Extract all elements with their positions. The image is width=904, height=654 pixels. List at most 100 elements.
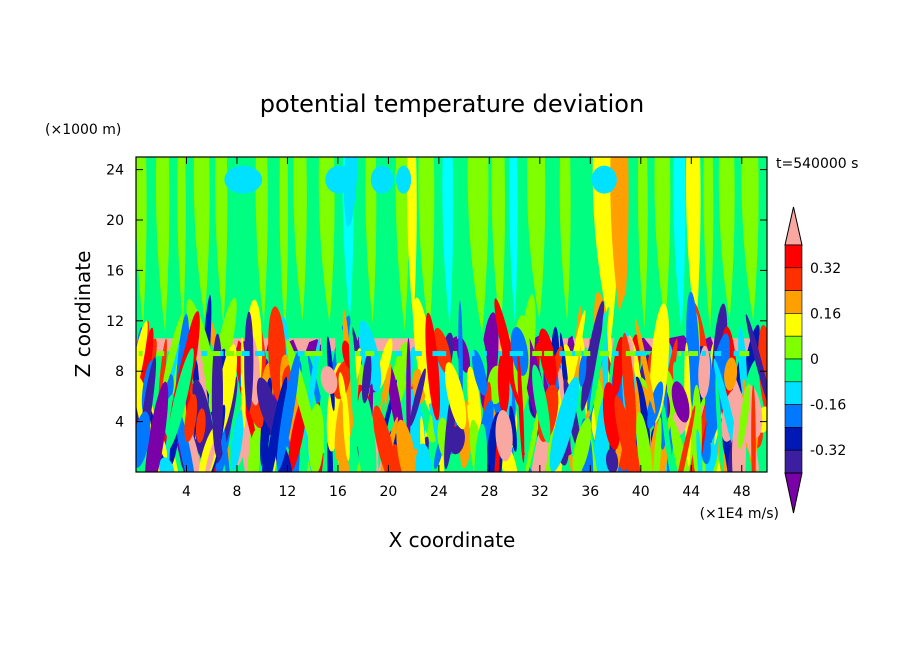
colorbar-tick-label: -0.16 xyxy=(810,398,846,414)
colorbar-bin xyxy=(784,267,803,291)
colorbar-bin xyxy=(784,313,803,337)
upper-cyan-patch xyxy=(343,157,359,227)
plot-frame xyxy=(135,156,768,473)
boundary-strip xyxy=(304,351,311,357)
upper-band xyxy=(215,157,228,325)
turbulent-eddy xyxy=(580,300,605,412)
turbulent-eddy xyxy=(715,376,724,472)
turbulent-eddy xyxy=(342,388,351,461)
upper-band xyxy=(193,157,210,319)
upper-band xyxy=(654,157,671,324)
turbulent-eddy xyxy=(751,384,756,472)
turbulent-eddy xyxy=(205,441,216,472)
boundary-strip xyxy=(635,351,646,357)
y-tick-label: 16 xyxy=(106,263,124,279)
colorbar-bin xyxy=(784,290,803,314)
upper-band xyxy=(467,157,489,334)
turbulent-eddy xyxy=(474,423,488,472)
upper-band xyxy=(673,157,686,332)
upper-band xyxy=(155,157,170,333)
upper-band xyxy=(279,157,289,335)
x-tick-label: 20 xyxy=(379,484,397,500)
turbulent-eddy xyxy=(578,353,587,387)
colorbar-tick-label: 0.32 xyxy=(810,261,841,277)
colorbar-tick-label: 0.16 xyxy=(810,306,841,322)
colorbar-tick-label: -0.32 xyxy=(810,443,846,459)
time-label: t=540000 s xyxy=(776,156,858,172)
boundary-strip xyxy=(438,351,445,357)
boundary-strip xyxy=(739,351,750,357)
boundary-strip xyxy=(581,351,584,357)
colorbar: 0.32 0.16 0 -0.16 -0.32 xyxy=(784,206,846,514)
turbulent-eddy xyxy=(425,312,441,421)
turbulent-eddy xyxy=(338,372,346,405)
turbulent-eddy xyxy=(635,317,656,415)
y-tick-label: 12 xyxy=(106,314,124,330)
turbulent-eddy xyxy=(256,377,279,433)
upper-band xyxy=(406,157,417,323)
turbulent-eddy xyxy=(698,345,711,399)
turbulent-eddy xyxy=(263,376,288,472)
upper-band xyxy=(365,157,377,324)
colorbar-bin xyxy=(784,335,803,360)
upper-band xyxy=(718,157,735,321)
x-tick-label: 16 xyxy=(329,484,347,500)
boundary-strip xyxy=(211,351,221,357)
turbulent-eddy xyxy=(349,324,359,447)
x-tick-label: 32 xyxy=(531,484,549,500)
boundary-strip xyxy=(716,351,722,357)
boundary-strip xyxy=(470,351,475,357)
tropopause-notch xyxy=(305,339,326,354)
boundary-strip xyxy=(514,351,523,357)
upper-band xyxy=(177,157,186,326)
colorbar-bin xyxy=(784,404,803,428)
x-tick-label: 48 xyxy=(733,484,751,500)
upper-band xyxy=(395,157,410,332)
x-axis-unit: (×1E4 m/s) xyxy=(700,506,779,522)
colorbar-tick-label: 0 xyxy=(810,352,819,368)
x-tick-label: 12 xyxy=(279,484,297,500)
boundary-strip xyxy=(156,351,165,357)
boundary-strip xyxy=(599,351,609,357)
x-tick-label: 28 xyxy=(480,484,498,500)
x-tick-label: 24 xyxy=(430,484,448,500)
colorbar-extend-min xyxy=(784,472,803,514)
colorbar-bin xyxy=(784,449,803,474)
boundary-strip xyxy=(561,351,565,357)
turbulent-eddy xyxy=(660,395,674,472)
turbulent-eddy xyxy=(195,408,206,444)
upper-band xyxy=(491,157,506,335)
turbulent-eddy xyxy=(372,406,398,472)
boundary-strip xyxy=(611,351,619,357)
turbulent-eddy xyxy=(159,457,175,472)
upper-band xyxy=(637,157,648,330)
turbulent-eddy xyxy=(724,357,738,391)
upper-band xyxy=(418,157,435,335)
upper-band xyxy=(255,157,268,325)
turbulent-eddy xyxy=(743,324,760,386)
turbulent-eddy xyxy=(166,348,194,450)
y-axis-unit: (×1000 m) xyxy=(45,122,121,138)
turbulent-eddy xyxy=(262,422,269,472)
turbulent-eddy xyxy=(186,427,202,472)
upper-band xyxy=(741,157,759,322)
boundary-strip xyxy=(701,351,706,357)
turbulent-eddy xyxy=(738,383,751,450)
upper-band xyxy=(136,157,147,326)
turbulent-eddy xyxy=(614,395,643,472)
boundary-strip xyxy=(564,351,573,357)
y-axis-label: Z coordinate xyxy=(71,251,95,378)
turbulent-eddy xyxy=(415,443,432,472)
turbulent-eddy xyxy=(247,429,260,472)
x-tick-label: 4 xyxy=(182,484,191,500)
x-axis: 4 8 12 16 20 24 28 32 36 40 44 48 xyxy=(182,157,751,500)
turbulent-eddy xyxy=(466,366,482,435)
turbulent-eddy xyxy=(495,409,513,462)
upper-cyan-patch xyxy=(370,165,394,194)
upper-cyan-patch xyxy=(224,165,263,194)
turbulent-eddy xyxy=(621,332,637,446)
turbulent-eddy xyxy=(589,306,609,417)
colorbar-bin xyxy=(784,381,803,405)
y-tick-label: 20 xyxy=(106,213,124,229)
